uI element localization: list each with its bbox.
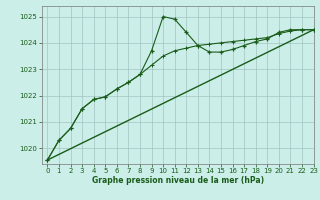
X-axis label: Graphe pression niveau de la mer (hPa): Graphe pression niveau de la mer (hPa): [92, 176, 264, 185]
